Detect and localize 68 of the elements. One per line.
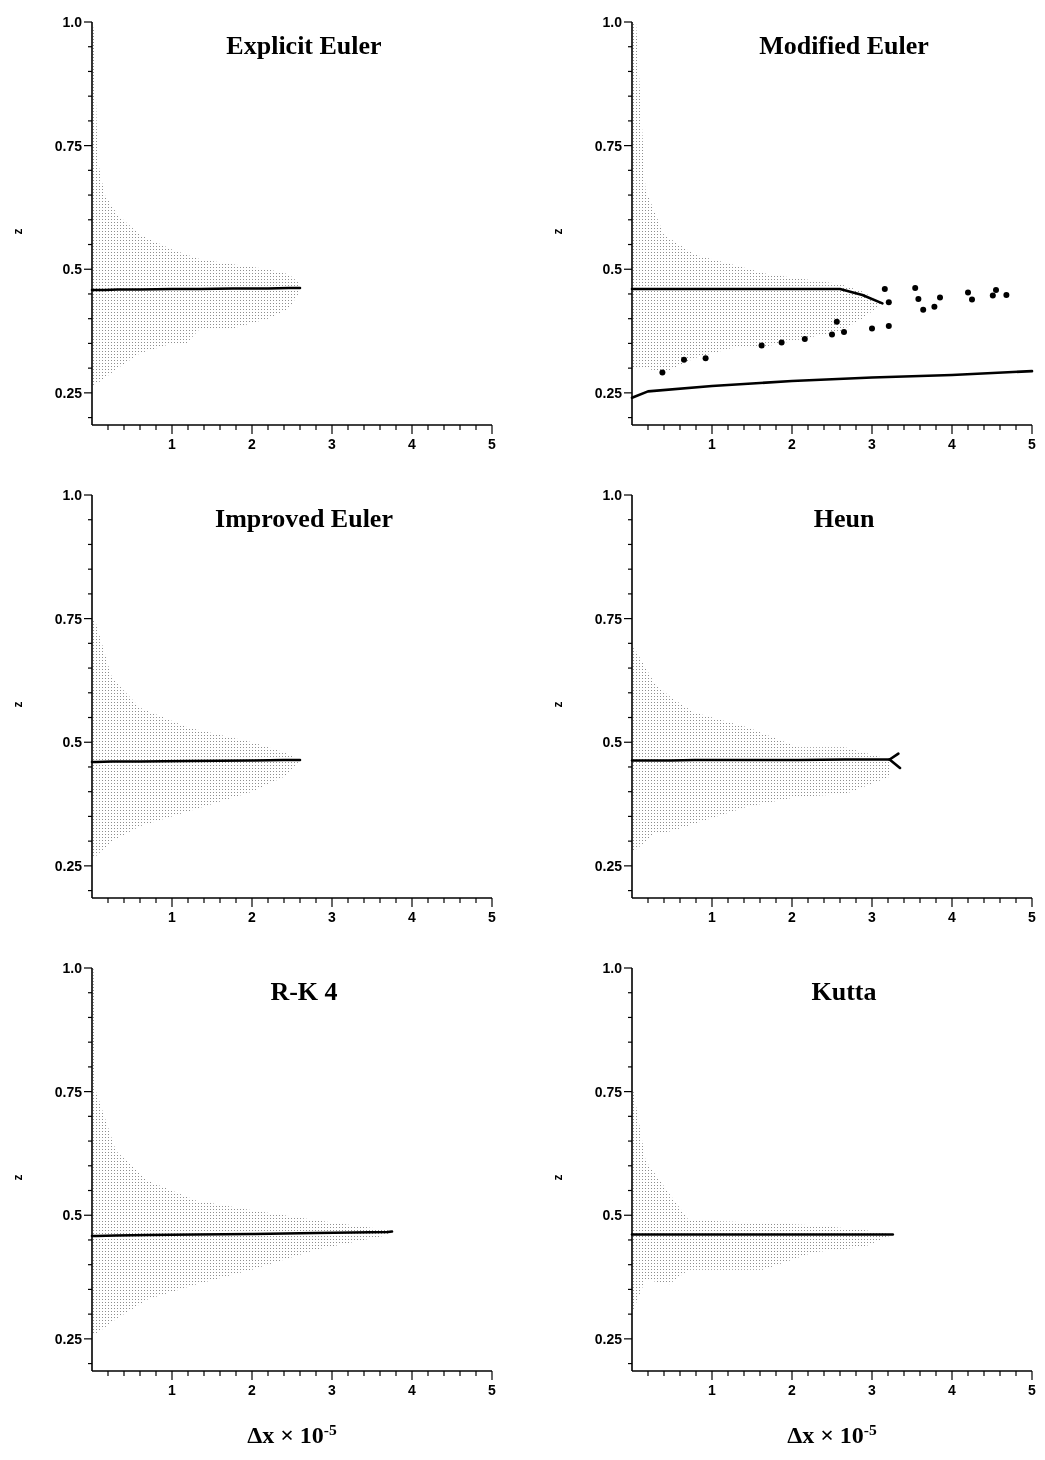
x-tick-label: 4 bbox=[408, 436, 417, 452]
y-tick-label: 1.0 bbox=[602, 14, 623, 30]
chart-title: R-K 4 bbox=[270, 977, 338, 1006]
x-tick-label: 1 bbox=[708, 909, 717, 925]
y-tick-label: 0.5 bbox=[602, 734, 623, 751]
y-axis-title: z bbox=[551, 228, 565, 235]
y-tick-label: 1.0 bbox=[602, 487, 623, 503]
y-tick-label: 0.25 bbox=[54, 384, 83, 401]
y-tick-label: 1.0 bbox=[602, 960, 623, 976]
y-tick-label: 0.5 bbox=[602, 1207, 623, 1224]
x-tick-label: 1 bbox=[708, 436, 717, 452]
x-tick-label: 5 bbox=[1028, 909, 1037, 925]
x-tick-label: 2 bbox=[248, 436, 257, 452]
y-axis-title: z bbox=[11, 701, 25, 708]
x-tick-label: 4 bbox=[408, 909, 417, 925]
x-tick-label: 4 bbox=[948, 909, 957, 925]
x-axis-title: Δx × 10$^{-5}$ bbox=[787, 1420, 878, 1448]
x-tick-label: 2 bbox=[788, 909, 797, 925]
x-tick-label: 5 bbox=[488, 436, 497, 452]
x-axis-title: Δx × 10$^{-5}$ bbox=[247, 1420, 338, 1448]
y-tick-label: 0.5 bbox=[62, 1207, 83, 1224]
x-tick-label: 2 bbox=[248, 1382, 257, 1398]
x-tick-label: 5 bbox=[488, 1382, 497, 1398]
chart-title: Modified Euler bbox=[759, 31, 929, 60]
y-tick-label: 1.0 bbox=[62, 487, 83, 503]
y-axis-title: z bbox=[551, 1174, 565, 1181]
y-tick-label: 0.25 bbox=[594, 384, 623, 401]
x-tick-label: 3 bbox=[868, 436, 877, 452]
y-axis-title: z bbox=[11, 1174, 25, 1181]
y-tick-label: 0.25 bbox=[594, 857, 623, 874]
y-tick-label: 1.0 bbox=[62, 14, 83, 30]
y-tick-label: 1.0 bbox=[62, 960, 83, 976]
x-tick-label: 5 bbox=[488, 909, 497, 925]
x-tick-label: 5 bbox=[1028, 436, 1037, 452]
y-tick-label: 0.5 bbox=[602, 261, 623, 278]
x-tick-label: 3 bbox=[328, 436, 337, 452]
y-tick-label: 0.5 bbox=[62, 261, 83, 278]
x-tick-label: 1 bbox=[168, 436, 177, 452]
y-tick-label: 0.25 bbox=[54, 857, 83, 874]
y-tick-label: 0.75 bbox=[54, 137, 83, 154]
y-tick-label: 0.75 bbox=[594, 137, 623, 154]
chart-title: Kutta bbox=[811, 977, 877, 1006]
x-tick-label: 1 bbox=[708, 1382, 717, 1398]
x-tick-label: 4 bbox=[948, 436, 957, 452]
y-axis-title: z bbox=[551, 701, 565, 708]
y-tick-label: 0.75 bbox=[54, 1083, 83, 1100]
y-tick-label: 0.75 bbox=[594, 610, 623, 627]
x-tick-label: 4 bbox=[948, 1382, 957, 1398]
chart-title: Heun bbox=[813, 504, 875, 533]
x-tick-label: 2 bbox=[788, 436, 797, 452]
y-tick-label: 0.5 bbox=[62, 734, 83, 751]
x-tick-label: 1 bbox=[168, 909, 177, 925]
x-tick-label: 2 bbox=[788, 1382, 797, 1398]
x-tick-label: 3 bbox=[328, 909, 337, 925]
chart-title: Improved Euler bbox=[215, 504, 393, 533]
y-tick-label: 0.25 bbox=[54, 1330, 83, 1347]
y-tick-label: 0.75 bbox=[54, 610, 83, 627]
y-tick-label: 0.25 bbox=[594, 1330, 623, 1347]
x-tick-label: 3 bbox=[868, 1382, 877, 1398]
y-axis-title: z bbox=[11, 228, 25, 235]
x-tick-label: 3 bbox=[868, 909, 877, 925]
x-tick-label: 2 bbox=[248, 909, 257, 925]
x-tick-label: 5 bbox=[1028, 1382, 1037, 1398]
x-tick-label: 3 bbox=[328, 1382, 337, 1398]
y-tick-label: 0.75 bbox=[594, 1083, 623, 1100]
x-tick-label: 4 bbox=[408, 1382, 417, 1398]
chart-title: Explicit Euler bbox=[226, 31, 382, 60]
x-tick-label: 1 bbox=[168, 1382, 177, 1398]
